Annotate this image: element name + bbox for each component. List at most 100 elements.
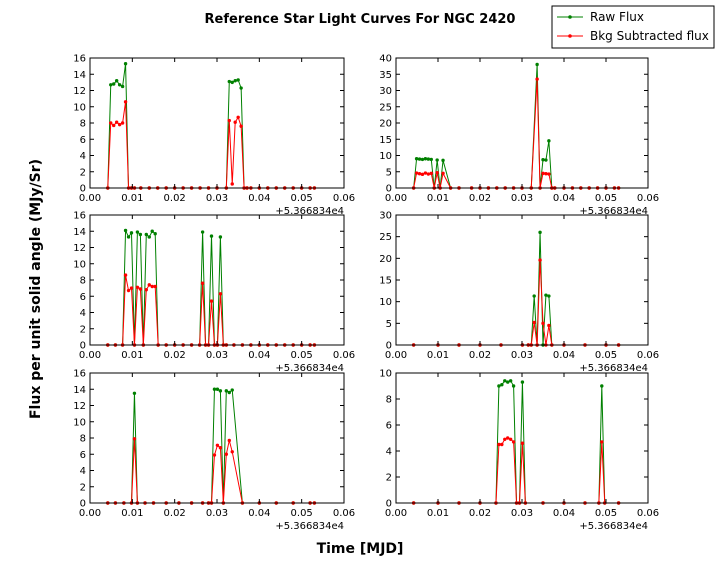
y-tick-label: 4 — [80, 466, 86, 477]
x-tick-label: 0.05 — [595, 508, 617, 519]
y-tick-label: 4 — [80, 308, 86, 319]
data-point — [215, 443, 220, 448]
figure-xlabel: Time [MJD] — [317, 541, 404, 557]
y-tick-label: 6 — [80, 135, 86, 146]
data-point — [511, 440, 516, 444]
data-point — [126, 288, 131, 293]
axes-frame — [89, 372, 345, 504]
y-tick-label: 12 — [73, 243, 86, 254]
x-tick-label: 0.02 — [164, 508, 186, 519]
data-point — [135, 230, 140, 234]
x-tick-label: 0.03 — [511, 193, 533, 204]
x-tick-label: 0.06 — [333, 350, 355, 361]
x-tick-label: 0.00 — [385, 193, 407, 204]
y-tick-label: 6 — [80, 292, 86, 303]
axes-frame — [89, 214, 345, 346]
y-tick-label: 8 — [80, 434, 86, 445]
x-tick-label: 0.01 — [427, 193, 449, 204]
axes-frame — [395, 214, 649, 346]
x-tick-label: 0.06 — [637, 193, 659, 204]
data-point — [532, 294, 536, 298]
data-point — [600, 440, 604, 444]
legend-bkg-label: Bkg Subtracted flux — [590, 29, 709, 43]
x-tick-label: 0.03 — [511, 350, 533, 361]
panel-3: 0.00 0.01 0.02 0.03 0.04 0.05 0.06 0 2 4 6 8 10 12 14 1… — [73, 211, 355, 375]
y-tick-label: 16 — [73, 211, 86, 222]
panel-6: 0.00 0.01 0.02 0.03 0.04 0.05 0.06 0 2 4 6 8 10 +5.36… — [379, 369, 659, 533]
data-point — [123, 228, 128, 233]
y-tick-label: 8 — [80, 276, 86, 287]
panel-2-series-raw — [411, 62, 621, 190]
data-point — [500, 383, 504, 387]
data-point — [227, 390, 231, 395]
data-point — [144, 288, 148, 292]
data-point — [209, 299, 214, 303]
x-tick-label: 0.03 — [206, 350, 228, 361]
data-point — [215, 387, 220, 391]
data-point — [150, 229, 154, 233]
y-tick-label: 25 — [379, 232, 392, 243]
y-tick-label: 0 — [80, 341, 86, 352]
data-point — [112, 82, 116, 86]
data-point — [497, 384, 501, 388]
x-tick-label: 0.03 — [206, 193, 228, 204]
data-point — [435, 171, 439, 175]
x-offset-label: +5.366834e4 — [579, 206, 648, 217]
panel-1-series-raw — [106, 61, 317, 190]
figure-ylabel: Flux per unit solid angle (MJy/Sr) — [28, 159, 44, 419]
y-tick-label: 5 — [386, 319, 392, 330]
data-point — [414, 157, 419, 161]
x-tick-label: 0.00 — [79, 350, 101, 361]
x-tick-label: 0.01 — [427, 508, 449, 519]
data-point — [144, 232, 148, 237]
x-tick-label: 0.01 — [121, 350, 143, 361]
data-point — [236, 78, 240, 82]
x-tick-label: 0.05 — [595, 350, 617, 361]
x-tick-label: 0.04 — [248, 350, 270, 361]
data-point — [147, 283, 151, 287]
y-tick-label: 12 — [73, 401, 86, 412]
x-tick-label: 0.02 — [164, 193, 186, 204]
x-tick-label: 0.00 — [385, 508, 407, 519]
data-point — [535, 77, 539, 81]
data-point — [544, 172, 548, 176]
legend: Raw Flux Bkg Subtracted flux — [551, 5, 715, 49]
data-point — [547, 323, 551, 328]
x-tick-label: 0.02 — [469, 193, 491, 204]
x-tick-label: 0.02 — [164, 350, 186, 361]
x-tick-label: 0.01 — [121, 193, 143, 204]
panel-4-series-raw — [411, 230, 621, 347]
y-tick-label: 16 — [73, 54, 86, 65]
data-point — [497, 442, 501, 447]
panel-4: 0.00 0.01 0.02 0.03 0.04 0.05 0.06 0 5 10 15 20 25 30… — [379, 211, 659, 375]
data-point — [138, 232, 143, 237]
panel-3-series-bkg — [106, 273, 317, 347]
y-tick-label: 2 — [80, 324, 86, 335]
y-tick-label: 6 — [386, 421, 392, 432]
x-tick-label: 0.00 — [385, 350, 407, 361]
data-point — [147, 235, 151, 239]
data-point — [511, 384, 516, 388]
y-tick-label: 10 — [379, 369, 392, 380]
data-point — [227, 438, 231, 443]
y-tick-label: 10 — [379, 151, 392, 162]
x-tick-label: 0.03 — [206, 508, 228, 519]
panel-5: 0.00 0.01 0.02 0.03 0.04 0.05 0.06 0 2 4 6 8 10 12 14 1… — [73, 369, 355, 533]
y-tick-label: 16 — [73, 369, 86, 380]
data-point — [212, 387, 217, 391]
x-tick-label: 0.05 — [291, 508, 313, 519]
data-point — [233, 79, 237, 83]
data-point — [508, 437, 513, 441]
data-point — [230, 80, 234, 85]
panel-2: 0.00 0.01 0.02 0.03 0.04 0.05 0.06 0 5 10 15 20 25 30… — [379, 54, 659, 218]
data-point — [426, 157, 431, 161]
y-tick-label: 5 — [386, 167, 392, 178]
data-point — [541, 321, 545, 326]
data-point — [132, 437, 137, 441]
data-point — [218, 235, 223, 239]
y-tick-label: 30 — [379, 211, 392, 222]
data-point — [503, 379, 507, 383]
x-tick-label: 0.05 — [291, 350, 313, 361]
data-point — [135, 285, 140, 290]
data-point — [423, 171, 428, 175]
